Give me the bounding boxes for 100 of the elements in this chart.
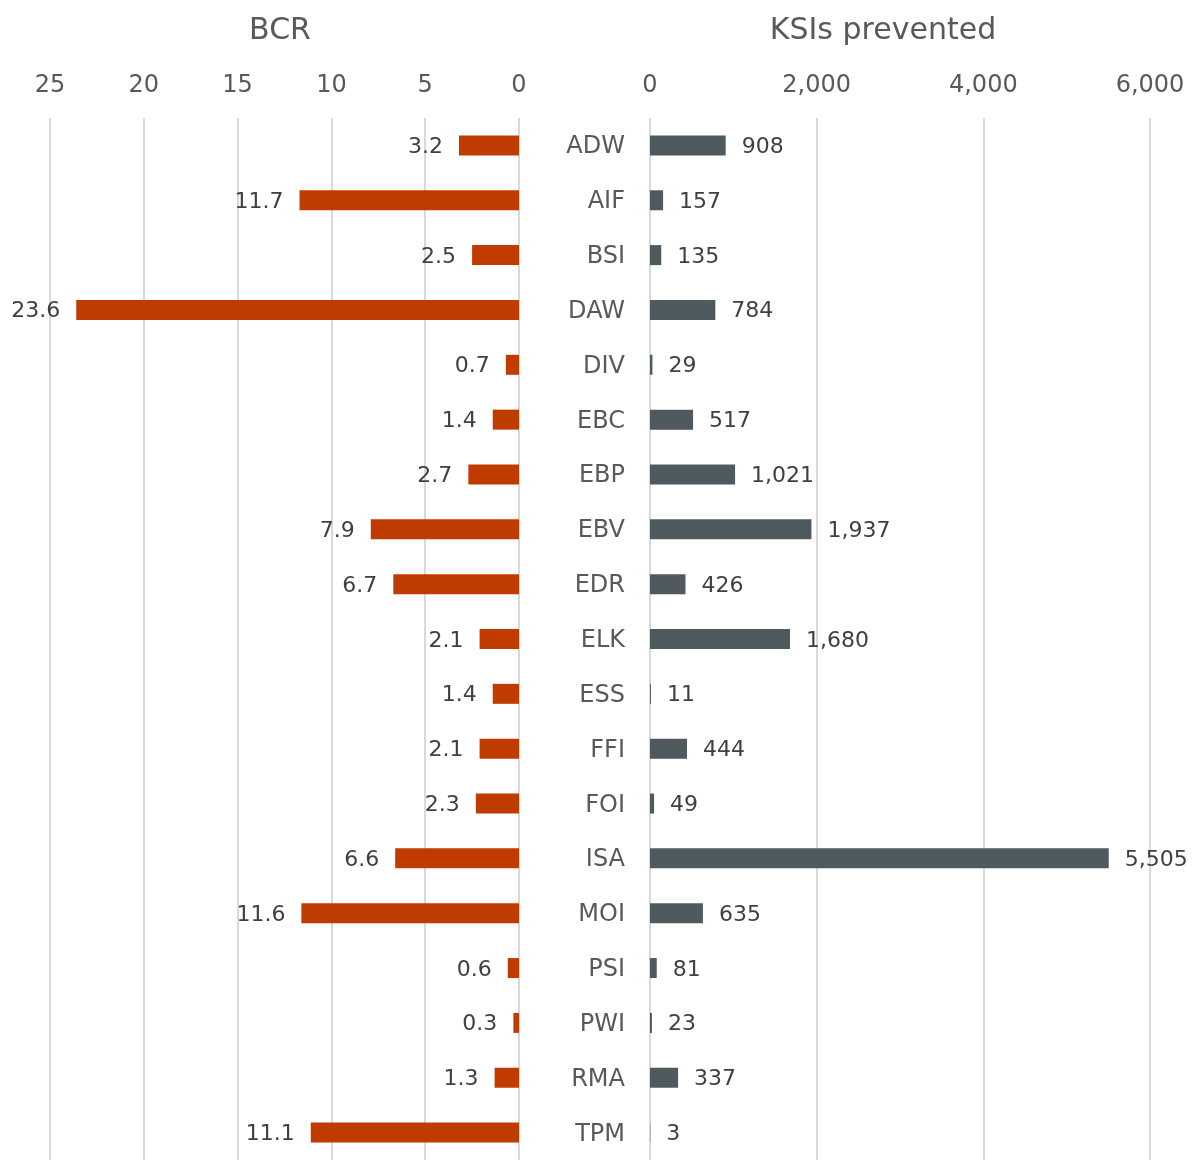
x-tick-label: 0	[511, 70, 527, 98]
y-tick-label: EBP	[578, 460, 625, 489]
data-label: 7.9	[319, 516, 355, 542]
bar	[472, 245, 519, 266]
x-tick-label: 5	[417, 70, 433, 98]
x-tick-label: 6,000	[1115, 70, 1185, 98]
bar	[650, 409, 694, 430]
bar	[479, 629, 519, 649]
chart-title: BCR	[249, 10, 311, 46]
bar	[393, 574, 519, 595]
data-label: 81	[672, 955, 701, 981]
data-label: 1.4	[441, 681, 477, 707]
bar	[650, 519, 812, 540]
bar	[370, 519, 519, 540]
x-tick-label: 0	[642, 70, 658, 98]
data-label: 11	[666, 681, 695, 707]
x-tick-label: 20	[128, 70, 160, 98]
data-label: 2.5	[421, 242, 457, 268]
data-label: 0.3	[462, 1010, 498, 1036]
x-tick-label: 4,000	[948, 70, 1018, 98]
data-label: 1,021	[751, 461, 815, 487]
y-tick-label: FOI	[585, 789, 625, 818]
data-label: 908	[741, 132, 784, 158]
data-label: 444	[703, 736, 745, 762]
x-tick-label: 25	[34, 70, 66, 98]
y-tick-label: RMA	[571, 1063, 626, 1092]
y-tick-label: EDR	[574, 570, 625, 599]
data-label: 2.3	[424, 791, 460, 817]
y-tick-label: PSI	[588, 954, 625, 983]
data-label: 1,937	[827, 516, 891, 542]
y-tick-label: ISA	[585, 844, 626, 873]
y-tick-label: EBV	[577, 515, 626, 544]
bar	[492, 409, 519, 430]
data-label: 517	[709, 407, 752, 433]
y-tick-label: EBC	[577, 405, 625, 434]
x-tick-label: 2,000	[782, 70, 852, 98]
bar	[513, 1012, 519, 1033]
bar	[650, 848, 1109, 869]
data-label: 6.6	[344, 845, 380, 871]
data-label: 3	[666, 1120, 681, 1146]
data-label: 635	[718, 900, 761, 926]
bar	[310, 1122, 519, 1143]
data-label: 1,680	[806, 626, 869, 652]
bar	[650, 574, 686, 595]
y-tick-label: TPM	[574, 1118, 625, 1147]
y-tick-label: DIV	[583, 350, 626, 379]
x-tick-label: 15	[222, 70, 253, 98]
bar	[650, 1067, 679, 1088]
bar	[468, 464, 519, 485]
data-label: 6.7	[342, 571, 378, 597]
chart-title: KSIs prevented	[769, 10, 997, 46]
bar	[505, 354, 519, 375]
bar	[458, 135, 519, 156]
bar	[301, 903, 519, 924]
y-tick-label: FFI	[590, 734, 625, 763]
bar	[650, 958, 657, 979]
bar	[650, 190, 664, 211]
y-tick-label: AIF	[587, 186, 625, 215]
data-label: 1.3	[443, 1065, 479, 1091]
data-label: 5,505	[1124, 845, 1188, 871]
y-tick-label: ESS	[579, 679, 625, 708]
data-label: 157	[679, 187, 722, 213]
bar	[494, 1067, 519, 1088]
bar	[650, 464, 736, 485]
bar	[650, 629, 790, 649]
bar	[650, 135, 726, 156]
bar	[650, 738, 687, 759]
y-tick-label: DAW	[568, 295, 625, 324]
data-label: 337	[694, 1065, 737, 1091]
data-label: 2.1	[428, 626, 464, 652]
y-tick-label: ELK	[580, 625, 627, 653]
bar	[650, 245, 662, 266]
data-label: 23.6	[11, 297, 61, 323]
data-label: 2.7	[417, 461, 453, 487]
data-label: 23	[667, 1010, 696, 1036]
bar	[479, 738, 519, 759]
bar	[650, 903, 703, 924]
bar	[475, 793, 519, 814]
data-label: 426	[701, 571, 744, 597]
data-label: 2.1	[428, 736, 464, 762]
data-label: 0.6	[456, 955, 492, 981]
bar	[76, 299, 519, 320]
data-label: 135	[677, 242, 720, 268]
data-label: 11.7	[234, 187, 284, 213]
bar	[299, 190, 519, 211]
y-tick-label: ADW	[566, 131, 625, 160]
data-label: 11.1	[245, 1120, 295, 1146]
y-tick-label: BSI	[586, 241, 625, 270]
y-tick-label: PWI	[579, 1008, 625, 1037]
data-label: 1.4	[441, 407, 477, 433]
x-tick-label: 10	[316, 70, 347, 98]
bar	[395, 848, 519, 869]
data-label: 49	[670, 791, 699, 817]
data-label: 3.2	[407, 132, 443, 158]
bar	[507, 958, 519, 979]
data-label: 784	[731, 297, 774, 323]
data-label: 11.6	[236, 900, 286, 926]
y-tick-label: MOI	[578, 899, 625, 928]
bar	[650, 299, 716, 320]
bar	[492, 683, 519, 704]
